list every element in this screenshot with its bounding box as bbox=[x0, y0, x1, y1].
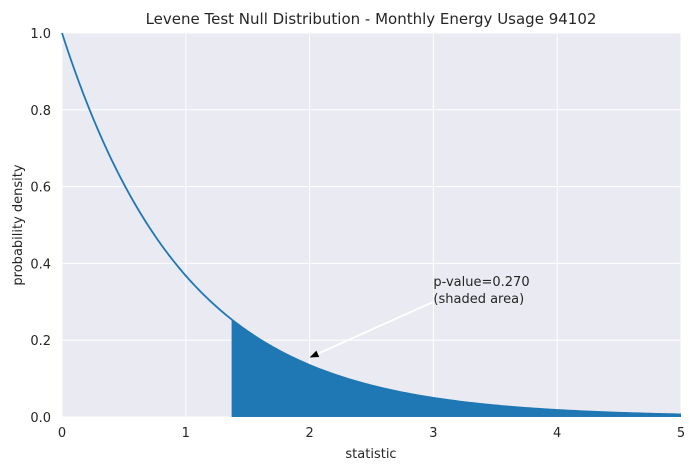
x-tick-label: 1 bbox=[182, 426, 190, 441]
plot-background bbox=[62, 33, 681, 417]
y-tick-label: 0.2 bbox=[30, 334, 51, 349]
y-tick-label: 0.6 bbox=[30, 181, 51, 196]
x-tick-label: 3 bbox=[429, 426, 437, 441]
y-axis-label: probability density bbox=[11, 164, 26, 285]
y-tick-label: 0.4 bbox=[30, 257, 51, 272]
annotation-pvalue: p-value=0.270 bbox=[433, 275, 529, 290]
y-tick-label: 0.0 bbox=[30, 411, 51, 426]
annotation-arrow bbox=[317, 300, 434, 355]
x-tick-label: 2 bbox=[305, 426, 313, 441]
y-ticks: 0.0 0.2 0.4 0.6 0.8 1.0 bbox=[30, 27, 51, 426]
x-axis-label: statistic bbox=[345, 447, 396, 462]
x-ticks: 0 1 2 3 4 5 bbox=[58, 426, 685, 441]
x-tick-label: 0 bbox=[58, 426, 66, 441]
y-tick-label: 1.0 bbox=[30, 27, 51, 42]
grid bbox=[61, 32, 682, 418]
x-tick-label: 4 bbox=[553, 426, 561, 441]
shaded-area bbox=[231, 319, 682, 417]
density-line bbox=[61, 32, 682, 416]
annotation-arrowhead bbox=[309, 350, 320, 358]
annotation-shaded: (shaded area) bbox=[433, 292, 524, 307]
chart-title: Levene Test Null Distribution - Monthly … bbox=[146, 10, 597, 28]
y-tick-label: 0.8 bbox=[30, 104, 51, 119]
x-tick-label: 5 bbox=[677, 426, 685, 441]
